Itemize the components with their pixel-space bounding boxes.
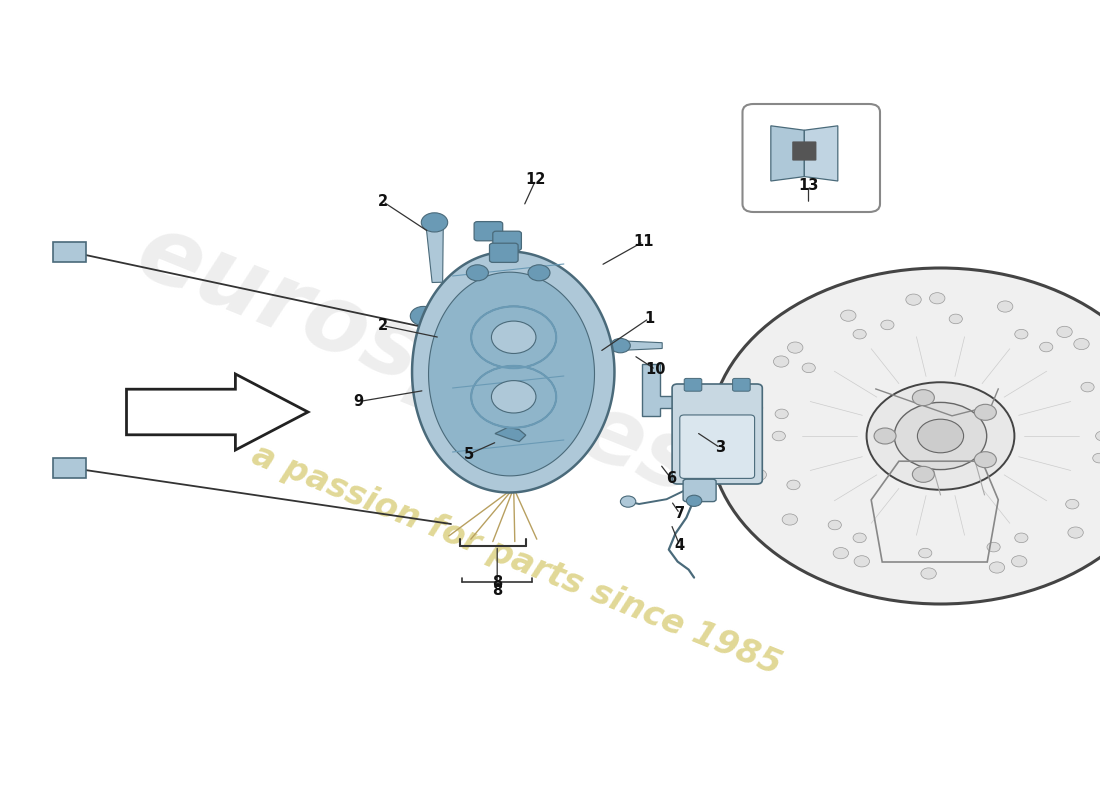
- Circle shape: [918, 548, 932, 558]
- Circle shape: [471, 306, 557, 368]
- Circle shape: [1096, 431, 1100, 441]
- Circle shape: [912, 466, 934, 482]
- Circle shape: [894, 402, 987, 470]
- FancyBboxPatch shape: [474, 222, 503, 241]
- Circle shape: [874, 428, 896, 444]
- Circle shape: [471, 366, 557, 428]
- Circle shape: [1092, 454, 1100, 463]
- FancyBboxPatch shape: [683, 479, 716, 502]
- Text: 2: 2: [377, 194, 388, 209]
- Circle shape: [930, 293, 945, 304]
- Circle shape: [921, 568, 936, 579]
- Circle shape: [751, 470, 767, 481]
- Circle shape: [1081, 382, 1094, 392]
- Circle shape: [1012, 556, 1027, 567]
- FancyBboxPatch shape: [493, 231, 521, 250]
- Circle shape: [747, 402, 762, 414]
- Circle shape: [881, 320, 894, 330]
- Circle shape: [975, 404, 997, 420]
- Circle shape: [1040, 342, 1053, 352]
- Circle shape: [746, 452, 761, 463]
- Circle shape: [949, 314, 962, 324]
- Circle shape: [912, 390, 934, 406]
- Circle shape: [1068, 527, 1084, 538]
- Text: 7: 7: [674, 506, 685, 521]
- Circle shape: [410, 306, 437, 326]
- FancyBboxPatch shape: [680, 415, 755, 478]
- Text: eurospares: eurospares: [124, 206, 712, 514]
- Polygon shape: [495, 427, 526, 442]
- Circle shape: [998, 301, 1013, 312]
- Text: 6: 6: [666, 471, 676, 486]
- Circle shape: [1074, 338, 1089, 350]
- Text: 13: 13: [799, 178, 818, 193]
- Circle shape: [802, 363, 815, 373]
- Text: 3: 3: [715, 441, 726, 455]
- FancyBboxPatch shape: [742, 104, 880, 212]
- Text: 10: 10: [646, 362, 666, 377]
- Circle shape: [905, 294, 921, 306]
- Circle shape: [610, 338, 630, 353]
- Circle shape: [828, 520, 842, 530]
- Circle shape: [1014, 533, 1027, 542]
- Circle shape: [854, 556, 869, 567]
- Circle shape: [686, 495, 702, 506]
- Circle shape: [833, 547, 848, 558]
- Circle shape: [492, 381, 536, 413]
- Polygon shape: [771, 126, 804, 181]
- FancyBboxPatch shape: [792, 142, 816, 161]
- Circle shape: [620, 496, 636, 507]
- Circle shape: [528, 265, 550, 281]
- Circle shape: [917, 419, 964, 453]
- FancyBboxPatch shape: [733, 378, 750, 391]
- Text: 2: 2: [377, 318, 388, 333]
- Circle shape: [867, 382, 1014, 490]
- Circle shape: [773, 356, 789, 367]
- Text: 8: 8: [492, 575, 503, 590]
- Circle shape: [840, 310, 856, 322]
- Circle shape: [989, 562, 1004, 573]
- Circle shape: [788, 342, 803, 353]
- Circle shape: [786, 480, 800, 490]
- Circle shape: [421, 213, 448, 232]
- Circle shape: [782, 514, 797, 525]
- Polygon shape: [642, 364, 684, 416]
- Text: 12: 12: [526, 173, 546, 187]
- Polygon shape: [126, 374, 308, 450]
- Circle shape: [710, 268, 1100, 604]
- FancyBboxPatch shape: [53, 242, 86, 262]
- Circle shape: [772, 431, 785, 441]
- FancyBboxPatch shape: [53, 458, 86, 478]
- Circle shape: [852, 533, 867, 542]
- Circle shape: [1066, 499, 1079, 509]
- FancyBboxPatch shape: [684, 378, 702, 391]
- Polygon shape: [620, 341, 662, 350]
- Text: 4: 4: [674, 538, 685, 553]
- Circle shape: [1014, 330, 1027, 339]
- Circle shape: [1057, 326, 1072, 338]
- Circle shape: [854, 330, 867, 339]
- Polygon shape: [804, 126, 838, 181]
- Circle shape: [492, 321, 536, 354]
- Circle shape: [987, 542, 1000, 552]
- Text: 5: 5: [463, 447, 474, 462]
- Polygon shape: [418, 310, 513, 362]
- Circle shape: [975, 452, 997, 468]
- Polygon shape: [429, 272, 594, 476]
- Polygon shape: [412, 251, 615, 493]
- FancyBboxPatch shape: [490, 243, 518, 262]
- Text: a passion for parts since 1985: a passion for parts since 1985: [248, 438, 786, 682]
- Text: 1: 1: [644, 311, 654, 326]
- Circle shape: [466, 265, 488, 281]
- Polygon shape: [426, 222, 443, 282]
- Text: 8: 8: [492, 583, 503, 598]
- Text: 11: 11: [634, 234, 653, 249]
- Text: 9: 9: [353, 394, 364, 409]
- Circle shape: [776, 409, 789, 418]
- FancyBboxPatch shape: [672, 384, 762, 484]
